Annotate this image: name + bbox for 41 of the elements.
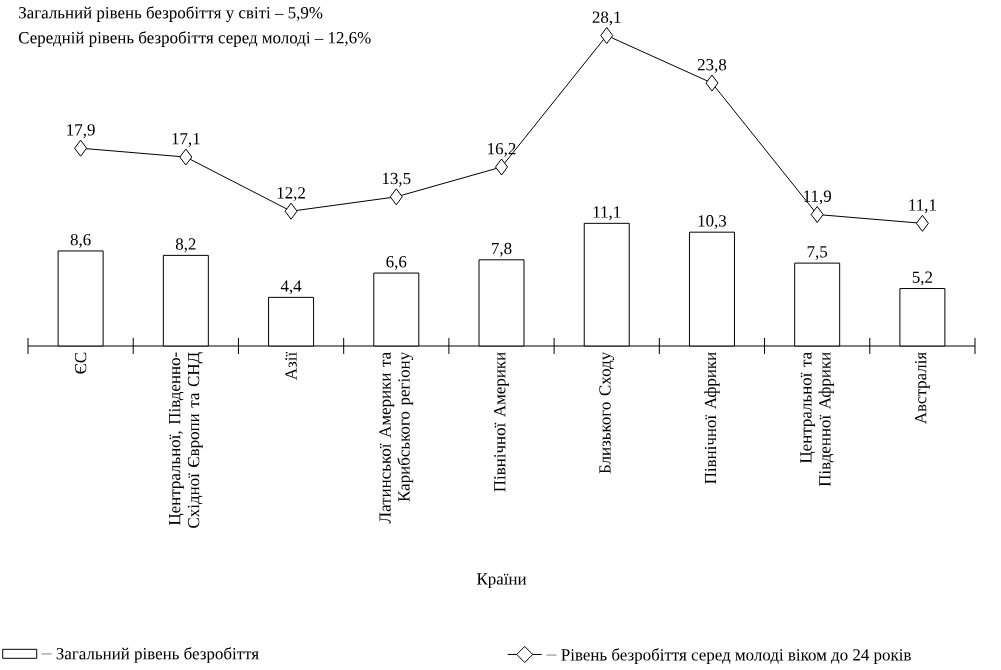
x-tick-label: Північної Африки bbox=[704, 352, 720, 484]
point bbox=[915, 214, 929, 232]
x-axis-title: Країни bbox=[476, 573, 527, 589]
data-label: 7,5 bbox=[807, 246, 828, 260]
data-label: 6,6 bbox=[386, 256, 407, 270]
x-tick-label: Австралія bbox=[914, 352, 930, 424]
data-label: 7,8 bbox=[492, 242, 512, 257]
data-label: 11,1 bbox=[593, 206, 621, 221]
text: Загальний рівень безробіття у світі – 5,9% bbox=[19, 6, 323, 22]
data-label: 16,2 bbox=[488, 142, 516, 157]
data-label: 13,5 bbox=[382, 172, 411, 187]
point bbox=[284, 202, 298, 220]
point bbox=[389, 188, 403, 206]
data-label: 4,4 bbox=[280, 280, 302, 295]
data-label: 10,3 bbox=[698, 215, 727, 229]
data-label: 17,1 bbox=[172, 133, 200, 147]
annotation: Середній рівень безробіття серед молоді – 12,6% bbox=[18, 31, 371, 47]
x-tick-label: Близького Сходу bbox=[599, 351, 615, 474]
point bbox=[179, 148, 193, 166]
x-tick-label: Північної Америки bbox=[494, 352, 509, 492]
point bbox=[600, 27, 614, 45]
data-label: 5,2 bbox=[912, 271, 933, 286]
data-label: 12,2 bbox=[277, 187, 305, 201]
data-label: 8,2 bbox=[175, 238, 196, 253]
legend-label: Загальний рівень безробіття bbox=[56, 647, 259, 663]
x-tick-label: ЄС bbox=[74, 352, 87, 374]
point bbox=[495, 158, 509, 176]
point bbox=[705, 74, 719, 92]
data-label: 17,9 bbox=[67, 124, 95, 139]
legend-label: Рівень безробіття серед молоді віком до 24 років bbox=[561, 648, 911, 664]
x-tick-label: Центральної та Південної Африки bbox=[800, 352, 834, 487]
data-label: 23,8 bbox=[697, 58, 727, 73]
data-label: 28,1 bbox=[592, 11, 621, 26]
x-tick-label: Центральної, Південно-Східної Європи та СНД bbox=[168, 352, 203, 528]
data-label: 11,9 bbox=[804, 190, 831, 205]
point bbox=[74, 139, 88, 157]
data-label: 11,1 bbox=[909, 199, 936, 214]
data-label: 8,6 bbox=[70, 233, 91, 248]
x-tick-label: Латинської Америки та Карибського регіону bbox=[379, 351, 414, 524]
x-tick-label: Азії bbox=[285, 351, 297, 380]
point bbox=[810, 206, 824, 223]
